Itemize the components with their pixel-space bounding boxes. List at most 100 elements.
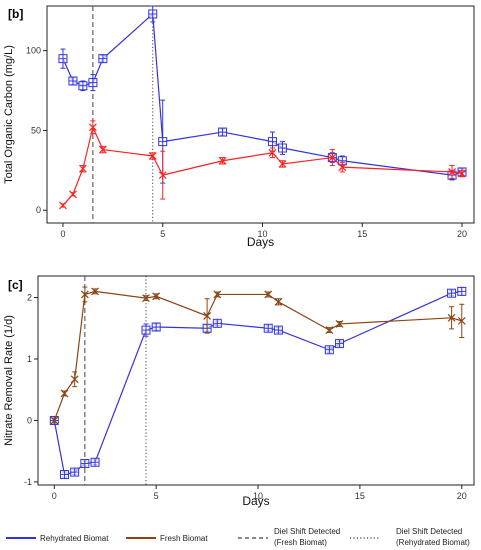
panel-label: [c] [8,278,23,292]
series-line [62,125,463,206]
marker-x [50,416,59,425]
marker-x [268,148,277,157]
marker-x [88,123,97,132]
y-tick-label: 100 [26,46,41,56]
data-point [263,323,273,333]
data-point [148,152,157,160]
data-point [324,345,334,355]
data-point [267,137,277,147]
x-tick-label: 0 [60,229,65,239]
data-point [98,54,108,64]
y-tick-label: 0 [27,415,32,425]
series-line [53,290,462,476]
data-point [59,470,69,480]
data-point [78,164,87,173]
data-point [264,290,273,299]
marker-x [278,160,287,168]
legend-item: Diel Shift Detected (Rehydrated Biomat) [350,527,470,547]
y-tick-label: -1 [24,477,32,487]
marker-x [448,168,456,176]
data-point [151,322,161,332]
data-point [268,148,277,157]
data-point [91,287,99,296]
data-point [218,156,227,165]
y-tick-label: 2 [27,293,32,303]
data-point [447,313,456,322]
marker-x [148,152,157,160]
data-point [50,416,59,425]
chart-panel-1: [b] 0 5 10 15 20 0 50 100 Days Total Organic Carbo… [3,5,475,249]
y-tick-label: 1 [27,354,32,364]
marker-x [338,163,347,172]
legend-label: Diel Shift Detected (Rehydrated Biomat) [396,527,470,547]
data-point [338,163,347,172]
marker-x [328,153,337,162]
data-point [218,127,228,137]
data-point [158,171,167,180]
marker-x [78,164,87,173]
data-point [213,290,222,299]
data-point [58,54,68,64]
marker-x [213,290,222,299]
y-tick-label: 0 [36,205,41,215]
data-point [212,318,222,328]
legend-item: Rehydrated Biomat [6,534,109,543]
marker-x [60,389,69,398]
data-point [78,81,88,91]
data-point [141,325,151,335]
marker-x [142,294,150,303]
y-axis-label: Nitrate Removal Rate (1/d) [3,315,15,446]
data-point [457,286,467,296]
data-point [98,145,107,154]
chart-panel-2: [c] 0 5 10 15 20 -1 0 1 2 Days Nitrate Removal Rate… [3,275,475,508]
data-point [90,457,100,467]
x-axis-label: Days [247,235,274,249]
x-tick-label: 20 [457,491,467,501]
legend-item: Diel Shift Detected (Fresh Biomat) [238,527,340,547]
data-point [273,325,283,335]
y-axis-label: Total Organic Carbon (mg/L) [3,45,15,184]
marker-x [59,201,67,210]
marker-x [264,290,273,299]
series-rehydrated-biomat [58,5,467,184]
data-point [274,297,283,306]
marker-x [70,375,79,384]
x-tick-label: 10 [253,491,263,501]
data-point [148,9,158,19]
marker-x [80,290,89,299]
data-point [152,292,161,301]
legend-label-line: Fresh Biomat [160,534,208,543]
marker-x [203,312,212,320]
legend-label: Rehydrated Biomat [40,534,109,543]
data-point [158,137,168,147]
data-point [69,190,77,199]
marker-x [91,287,99,296]
marker-x [457,316,466,325]
data-point [59,201,67,210]
legend-label-line: Diel Shift Detected [396,527,462,536]
marker-x [69,190,77,199]
data-point [70,467,80,477]
marker-x [458,169,466,178]
data-point [203,312,212,320]
data-point [88,123,97,132]
marker-x [447,313,456,322]
data-point [447,288,457,298]
data-point [88,78,98,88]
data-point [70,375,79,384]
legend-item: Fresh Biomat [126,534,208,543]
plot-frame [46,5,475,224]
data-point [328,153,337,162]
data-point [60,389,69,398]
series-line [53,290,462,421]
x-tick-label: 15 [357,229,367,239]
marker-x [274,297,283,306]
data-point [142,294,150,303]
marker-x [218,156,227,165]
panel-label: [b] [8,7,23,21]
x-tick-label: 10 [257,229,267,239]
data-point [335,320,344,328]
series-fresh-biomat [59,120,466,210]
marker-x [325,326,334,335]
